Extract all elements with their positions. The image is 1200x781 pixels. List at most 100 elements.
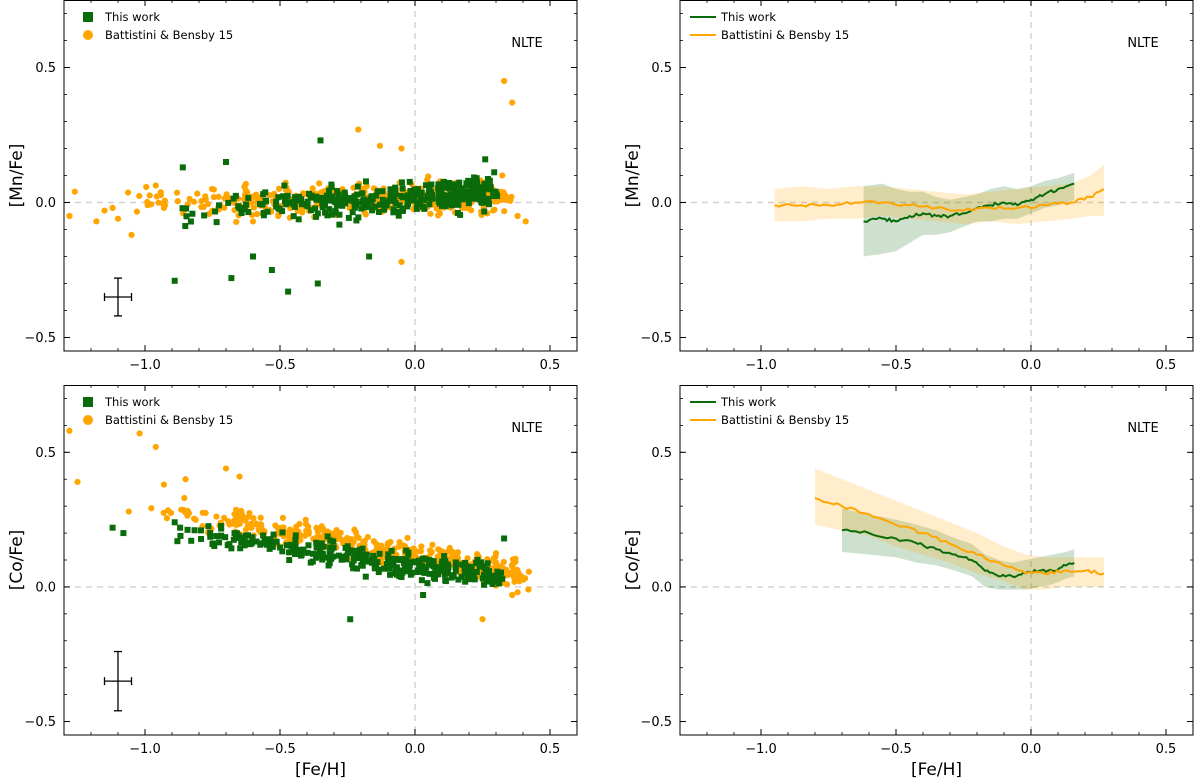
data-point [424,176,431,183]
data-point [300,546,307,553]
axes-frame [679,0,1194,352]
data-point [441,184,448,191]
data-point [445,201,452,208]
data-point [398,258,405,265]
legend-label: This work [104,10,160,24]
x-tick-label: 0.0 [1021,358,1042,373]
data-point [241,206,248,213]
legend: This work Battistini & Bensby 15 [690,10,849,42]
data-point [371,565,378,572]
data-point [260,191,267,198]
data-point [279,514,286,521]
data-point [237,205,244,212]
x-tick-label: 0.0 [405,742,426,757]
data-point [335,191,342,198]
data-point [66,212,73,220]
data-point [487,183,494,190]
data-point [152,182,159,189]
data-point [516,577,523,584]
legend-label: This work [720,10,776,24]
plot-area [680,0,1193,351]
data-point [327,544,334,551]
data-point [428,558,435,565]
data-point [120,530,127,537]
data-point [152,443,159,451]
data-point [368,193,375,200]
data-point [389,562,396,569]
data-point [491,206,498,213]
data-point [237,516,244,523]
data-point [429,541,436,548]
data-point [492,559,500,566]
data-point [244,189,251,196]
data-point [146,192,153,199]
data-point [211,543,218,550]
series-line [841,528,1075,579]
nlte-annotation: NLTE [511,36,542,51]
data-point [297,549,304,556]
data-point [479,184,486,191]
data-point [362,573,369,580]
y-tick-label: −0.5 [640,715,672,730]
data-point [352,552,359,559]
data-point [413,548,420,555]
data-point [191,515,198,522]
data-point [384,540,391,547]
data-point [354,533,361,540]
error-bar [103,650,133,712]
data-point [313,544,320,551]
data-point [381,206,388,213]
data-point [281,182,288,189]
data-point [484,175,491,182]
data-point [245,209,252,216]
data-point [385,556,392,563]
data-point [461,566,468,573]
data-point [298,196,305,203]
data-point [263,541,270,548]
data-point [222,465,230,472]
data-point [293,197,300,204]
data-point [275,205,282,212]
data-point [308,192,315,199]
data-point [267,539,274,546]
data-point [326,206,333,213]
data-point [370,552,377,559]
data-point [361,203,368,210]
data-point [436,210,443,217]
data-point [351,198,358,205]
data-point [441,571,448,578]
data-point [414,199,421,206]
y-tick-label: 0.0 [35,196,56,211]
data-point [233,218,240,226]
data-point [327,537,334,544]
data-point [264,208,271,215]
series-line [863,182,1075,224]
data-point [481,564,488,571]
y-tick-label: −0.5 [640,331,672,346]
data-point [143,183,150,191]
data-point [320,201,327,208]
data-point [351,204,358,211]
data-point [451,190,458,197]
data-point [454,197,461,204]
data-point [421,196,428,203]
data-point [405,549,412,556]
data-point [213,219,220,226]
data-point [387,186,394,193]
x-tick-label: −0.5 [264,358,296,373]
data-point [242,180,249,188]
data-point [374,188,381,195]
data-point [347,195,354,202]
x-tick-label: −0.5 [880,358,912,373]
data-point [444,569,451,576]
data-point [418,577,425,584]
data-point [312,205,319,212]
data-point [479,616,486,623]
data-point [202,509,209,517]
data-point [279,529,286,536]
data-point [182,223,189,230]
legend-label: This work [720,395,776,409]
data-point [455,576,462,583]
data-point [396,202,403,209]
